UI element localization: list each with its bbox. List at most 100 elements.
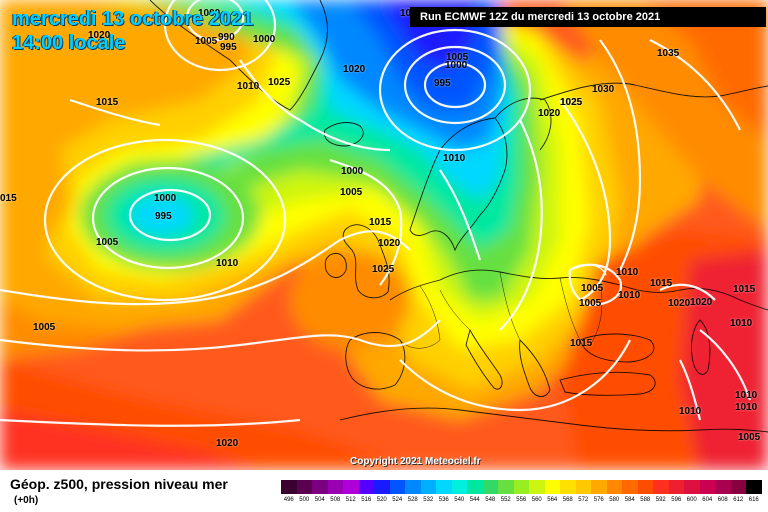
color-scale-ticks: 496 500 504 508 512 516 520 524 528 532 536 540 544 5…	[281, 497, 762, 503]
isobar-label: 995	[220, 42, 237, 53]
isobar-label: 1015	[570, 338, 593, 349]
isobar-label: 1010	[443, 153, 466, 164]
color-scale-swatch	[405, 480, 421, 494]
color-scale-swatch	[358, 480, 374, 494]
color-scale-tick-label: 524	[392, 497, 403, 503]
color-scale-tick-label: 500	[299, 497, 310, 503]
color-scale-tick-label: 600	[686, 497, 697, 503]
color-scale-swatch	[606, 480, 622, 494]
color-scale-tick-label: 552	[500, 497, 511, 503]
isobar-label: 1020	[690, 297, 713, 308]
color-scale-swatch	[327, 480, 343, 494]
color-scale-tick-label: 528	[407, 497, 418, 503]
isobar-label: 1020	[343, 64, 366, 75]
color-scale-tick-label: 584	[624, 497, 635, 503]
isobar-label: 1025	[372, 264, 395, 275]
color-scale-swatch	[668, 480, 684, 494]
color-scale-tick-label: 608	[717, 497, 728, 503]
color-scale-swatch	[498, 480, 514, 494]
legend-bar: Géop. z500, pression niveau mer (+0h) 49…	[0, 470, 768, 512]
legend-subtitle: (+0h)	[14, 495, 39, 506]
color-scale-tick-label: 544	[469, 497, 480, 503]
color-scale-tick-label: 516	[361, 497, 372, 503]
isobar-label: 1010	[679, 406, 702, 417]
isobar-label: 1000	[154, 193, 177, 204]
color-scale-tick-label: 548	[485, 497, 496, 503]
isobar-label: 1035	[657, 48, 680, 59]
weather-map[interactable]: 1020 1005 990 995 1000 1005 995 1035 101…	[0, 0, 768, 470]
isobar-label: 1020	[538, 108, 561, 119]
color-scale-tick-label: 588	[640, 497, 651, 503]
color-scale-tick-label: 596	[671, 497, 682, 503]
map-canvas	[0, 0, 768, 470]
color-scale-tick-label: 536	[438, 497, 449, 503]
color-scale-tick-label: 616	[748, 497, 759, 503]
isobar-label: 1000	[198, 8, 221, 19]
color-scale-swatch	[560, 480, 576, 494]
color-scale-tick-label: 520	[376, 497, 387, 503]
color-scale-swatch	[467, 480, 483, 494]
color-scale-swatch	[389, 480, 405, 494]
copyright-notice: Copyright 2021 Meteociel.fr	[350, 456, 481, 467]
isobar-label: 995	[434, 78, 451, 89]
isobar-label: 1005	[195, 36, 218, 47]
color-scale	[281, 480, 762, 494]
color-scale-swatch	[482, 480, 498, 494]
isobar-label: 1010	[730, 318, 753, 329]
color-scale-tick-label: 532	[423, 497, 434, 503]
color-scale-tick-label: 504	[314, 497, 325, 503]
isobar-label: 1020	[378, 238, 401, 249]
isobar-label: 1005	[579, 298, 602, 309]
color-scale-tick-label: 572	[578, 497, 589, 503]
isobar-label: 1015	[96, 97, 119, 108]
color-scale-swatch	[591, 480, 607, 494]
isobar-label: 1010	[735, 402, 758, 413]
isobar-label: 990	[218, 32, 235, 43]
color-scale-swatch	[699, 480, 715, 494]
isobar-label: 1005	[96, 237, 119, 248]
isobar-label: 1010	[735, 390, 758, 401]
isobar-label: 1005	[581, 283, 604, 294]
color-scale-tick-label: 564	[547, 497, 558, 503]
pressure-center-markers	[569, 263, 607, 276]
isobar-label: 1030	[592, 84, 615, 95]
color-scale-tick-label: 580	[609, 497, 620, 503]
color-scale-tick-label: 560	[531, 497, 542, 503]
isobar-label: 1015	[733, 284, 756, 295]
isobar-label: 995	[155, 211, 172, 222]
color-scale-swatch	[575, 480, 591, 494]
color-scale-tick-label: 576	[593, 497, 604, 503]
color-scale-swatch	[684, 480, 700, 494]
isobar-label: 1015	[650, 278, 673, 289]
color-scale-swatch	[374, 480, 390, 494]
legend-title: Géop. z500, pression niveau mer	[10, 476, 228, 492]
run-info-banner: Run ECMWF 12Z du mercredi 13 octobre 202…	[410, 7, 766, 27]
isobar-label: 1005	[33, 322, 56, 333]
color-scale-swatch	[343, 480, 359, 494]
isobar-label: 1020	[668, 298, 691, 309]
isobar-label: 1000	[341, 166, 364, 177]
isobar-label: 1025	[560, 97, 583, 108]
color-scale-swatch	[513, 480, 529, 494]
color-scale-tick-label: 508	[330, 497, 341, 503]
isobar-label: 1020	[216, 438, 239, 449]
color-scale-swatch	[436, 480, 452, 494]
color-scale-tick-label: 556	[516, 497, 527, 503]
forecast-time: 14:00 locale	[12, 32, 126, 54]
color-scale-tick-label: 568	[562, 497, 573, 503]
isobar-label: 015	[0, 193, 17, 204]
isobar-label: 1010	[216, 258, 239, 269]
isobars	[0, 0, 750, 426]
color-scale-swatch	[544, 480, 560, 494]
color-scale-swatch	[622, 480, 638, 494]
forecast-date: mercredi 13 octobre 2021	[12, 8, 254, 30]
color-scale-swatch	[730, 480, 746, 494]
isobar-label: 1010	[618, 290, 641, 301]
isobar-label: 1005	[446, 52, 469, 63]
color-scale-swatch	[420, 480, 436, 494]
color-scale-tick-label: 592	[655, 497, 666, 503]
isobar-label: 1020	[88, 30, 111, 41]
color-scale-swatch	[746, 480, 762, 494]
isobar-label: 1010	[616, 267, 639, 278]
